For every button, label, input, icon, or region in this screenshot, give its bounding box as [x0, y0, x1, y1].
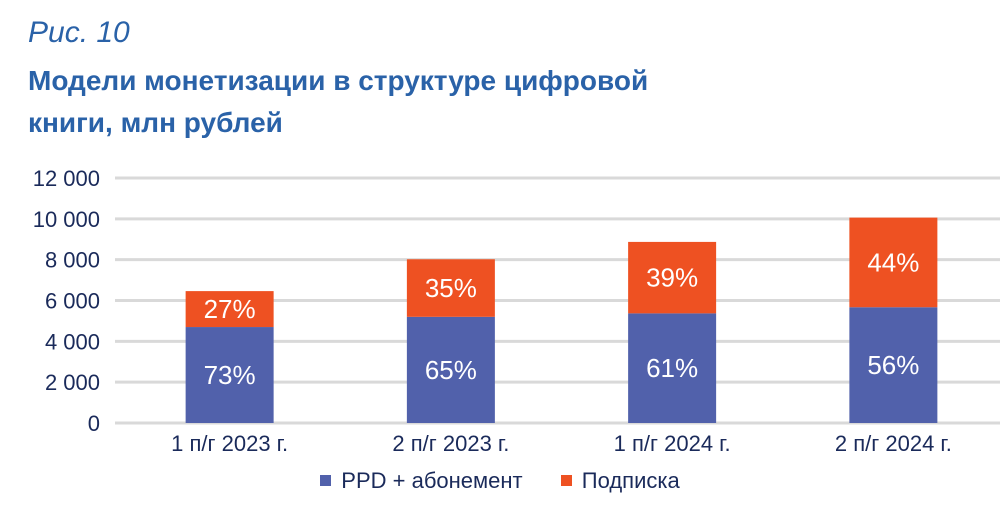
bar-ppd — [185, 327, 274, 423]
y-tick-label: 8 000 — [45, 248, 100, 273]
y-tick-label: 0 — [88, 411, 100, 436]
x-tick-label: 1 п/г 2023 г. — [171, 431, 288, 456]
y-tick-label: 10 000 — [33, 207, 100, 232]
data-label: 61% — [646, 353, 698, 383]
legend-item-subscription: Подписка — [560, 467, 680, 494]
data-label: 73% — [204, 360, 256, 390]
bar-ppd — [849, 307, 938, 423]
chart-title: Модели монетизации в структуре цифровой … — [28, 65, 649, 138]
data-label: 35% — [425, 273, 477, 303]
bar-subscription — [185, 291, 274, 328]
data-label: 39% — [646, 263, 698, 293]
x-tick-label: 2 п/г 2024 г. — [835, 431, 952, 456]
bar-subscription — [628, 241, 717, 314]
legend-label: Подписка — [581, 467, 680, 493]
legend-item-ppd: PPD + абонемент — [320, 467, 523, 494]
y-tick-label: 12 000 — [33, 166, 100, 191]
legend-swatch — [560, 475, 572, 486]
y-tick-label: 6 000 — [45, 289, 100, 314]
data-label: 27% — [204, 294, 256, 324]
figure-label: Рис. 10 — [28, 16, 130, 49]
bar-ppd — [406, 316, 495, 423]
bar-subscription — [849, 217, 938, 308]
data-label: 44% — [867, 247, 919, 277]
legend: PPD + абонемент Подписка — [0, 466, 1000, 494]
data-label: 65% — [425, 355, 477, 385]
y-tick-label: 2 000 — [45, 370, 100, 395]
x-tick-label: 2 п/г 2023 г. — [392, 431, 509, 456]
x-tick-label: 1 п/г 2024 г. — [614, 431, 731, 456]
legend-swatch — [320, 475, 332, 486]
legend-label: PPD + абонемент — [341, 467, 523, 493]
bar-subscription — [406, 259, 495, 317]
data-label: 56% — [867, 350, 919, 380]
y-tick-label: 4 000 — [45, 329, 100, 354]
bar-ppd — [628, 313, 717, 423]
